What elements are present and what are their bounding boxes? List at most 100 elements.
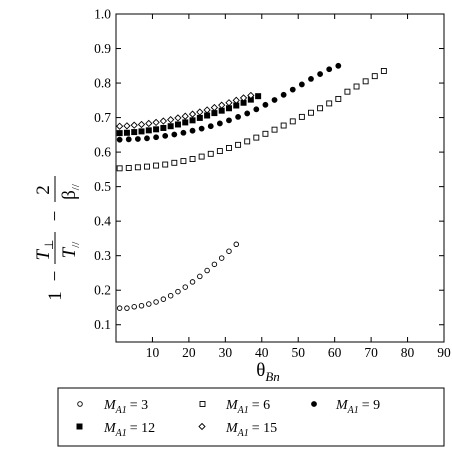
data-point-open-circle — [182, 284, 188, 290]
data-point-filled-square — [167, 123, 174, 130]
x-tick-label: 70 — [364, 345, 378, 360]
data-point-filled-square — [153, 126, 160, 133]
data-point-filled-circle — [280, 91, 287, 98]
data-point-filled-circle — [216, 120, 223, 127]
data-point-filled-circle — [253, 106, 260, 113]
data-point-filled-circle — [180, 129, 187, 136]
data-point-open-diamond — [174, 114, 182, 122]
y-axis-ticks: 0.1 0.2 0.3 0.4 0.5 0.6 0.7 0.8 0.9 1.0 — [94, 7, 444, 332]
data-point-open-square — [244, 138, 251, 145]
data-point-open-diamond — [152, 118, 160, 127]
data-point-filled-square — [189, 117, 196, 124]
x-tick-label: 20 — [182, 345, 196, 360]
data-point-filled-circle — [144, 135, 150, 142]
data-point-open-diamond — [159, 117, 168, 125]
data-point-open-square — [289, 118, 296, 125]
data-point-open-diamond — [145, 119, 153, 128]
data-point-open-square — [198, 153, 205, 160]
data-point-filled-square — [204, 112, 211, 119]
data-point-open-circle — [160, 296, 167, 302]
data-point-open-square — [335, 95, 342, 102]
data-point-open-square — [308, 109, 314, 116]
data-point-open-square — [116, 165, 123, 172]
legend-open-circle-icon — [77, 401, 83, 407]
data-point-open-circle — [226, 248, 232, 254]
data-point-open-square — [153, 162, 160, 169]
x-tick-label: 40 — [255, 345, 269, 360]
data-point-open-circle — [218, 255, 225, 261]
x-tick-label: 60 — [328, 345, 342, 360]
data-point-filled-circle — [125, 136, 132, 143]
y-axis-label: 1 − T⊥ T// − 2 β// — [33, 176, 82, 301]
y-tick-label: 0.4 — [94, 214, 111, 229]
svg-text:MA1= 15: MA1 = 15 — [225, 421, 277, 439]
data-point-filled-square — [174, 121, 181, 128]
data-point-open-square — [207, 150, 214, 157]
data-point-filled-square — [131, 129, 138, 136]
legend-open-square-icon — [199, 401, 206, 407]
data-point-open-square — [280, 122, 287, 129]
data-point-open-circle — [116, 305, 123, 311]
data-point-open-square — [326, 100, 333, 107]
data-point-filled-circle — [153, 134, 159, 141]
legend-filled-circle-icon — [311, 401, 317, 407]
x-axis-ticks: 10 20 30 40 50 60 70 80 90 — [146, 14, 451, 360]
y-tick-label: 0.5 — [94, 179, 111, 194]
data-point-filled-square — [145, 127, 152, 134]
data-point-open-square — [344, 88, 351, 95]
svg-text:2: 2 — [33, 185, 54, 195]
data-point-filled-circle — [235, 113, 241, 120]
data-point-open-square — [180, 158, 187, 165]
data-point-filled-square — [123, 129, 130, 136]
data-point-filled-circle — [189, 127, 196, 134]
data-point-open-diamond — [123, 122, 131, 130]
data-point-filled-circle — [326, 66, 333, 73]
svg-text:MA1= 3: MA1 = 3 — [103, 398, 148, 416]
y-tick-label: 0.7 — [94, 110, 111, 125]
data-point-filled-circle — [271, 97, 278, 103]
data-point-open-diamond — [167, 116, 175, 124]
y-tick-label: 0.6 — [94, 145, 111, 160]
data-points — [116, 62, 387, 311]
data-point-open-diamond — [196, 108, 204, 116]
legend-item-mach12: MA1 = 12 — [76, 421, 155, 439]
data-point-open-diamond — [116, 122, 124, 130]
data-point-filled-circle — [308, 76, 314, 82]
y-tick-label: 0.3 — [94, 248, 111, 263]
y-tick-label: 1.0 — [94, 7, 111, 22]
data-point-open-circle — [146, 301, 152, 307]
data-point-open-diamond — [203, 106, 211, 114]
data-point-filled-circle — [198, 125, 205, 132]
data-point-open-circle — [138, 302, 145, 309]
data-point-filled-circle — [171, 131, 178, 138]
data-point-open-square — [171, 159, 178, 166]
svg-text:1: 1 — [45, 291, 66, 301]
data-point-filled-circle — [207, 123, 214, 130]
legend-box — [57, 387, 445, 447]
data-point-open-diamond — [247, 91, 255, 100]
svg-text:−: − — [45, 211, 66, 222]
data-point-filled-circle — [116, 136, 123, 143]
data-point-open-circle — [189, 279, 196, 285]
data-point-open-square — [353, 83, 360, 90]
data-point-open-diamond — [137, 120, 146, 129]
data-point-open-square — [216, 148, 223, 155]
legend: MA1 = 3 MA1 = 6 MA1 = 9 MA1 = 12 MA1 = 15 — [57, 387, 445, 447]
data-point-open-diamond — [210, 103, 219, 112]
data-point-open-circle — [153, 299, 159, 305]
data-point-filled-square — [218, 107, 225, 114]
data-point-open-square — [362, 78, 369, 85]
y-tick-label: 0.2 — [94, 283, 111, 298]
x-axis-label: θBn — [256, 360, 280, 384]
data-point-open-circle — [175, 288, 181, 295]
y-tick-label: 0.1 — [94, 317, 111, 332]
data-point-filled-square — [160, 124, 167, 131]
data-point-open-diamond — [232, 96, 240, 104]
data-point-open-square — [226, 145, 232, 151]
svg-text:MA1= 12: MA1 = 12 — [103, 421, 155, 439]
svg-text:MA1= 6: MA1 = 6 — [225, 398, 270, 416]
data-point-filled-square — [196, 114, 203, 121]
data-point-open-square — [162, 161, 169, 168]
data-point-open-square — [271, 126, 278, 133]
